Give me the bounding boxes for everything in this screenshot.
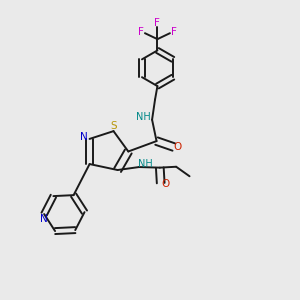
Text: O: O [161, 179, 169, 189]
Text: N: N [80, 131, 88, 142]
Text: O: O [174, 142, 182, 152]
Text: NH: NH [136, 112, 151, 122]
Text: F: F [154, 18, 160, 28]
Text: S: S [110, 121, 117, 131]
Text: F: F [138, 27, 144, 37]
Text: NH: NH [138, 159, 153, 169]
Text: N: N [40, 214, 48, 224]
Text: F: F [171, 27, 177, 37]
